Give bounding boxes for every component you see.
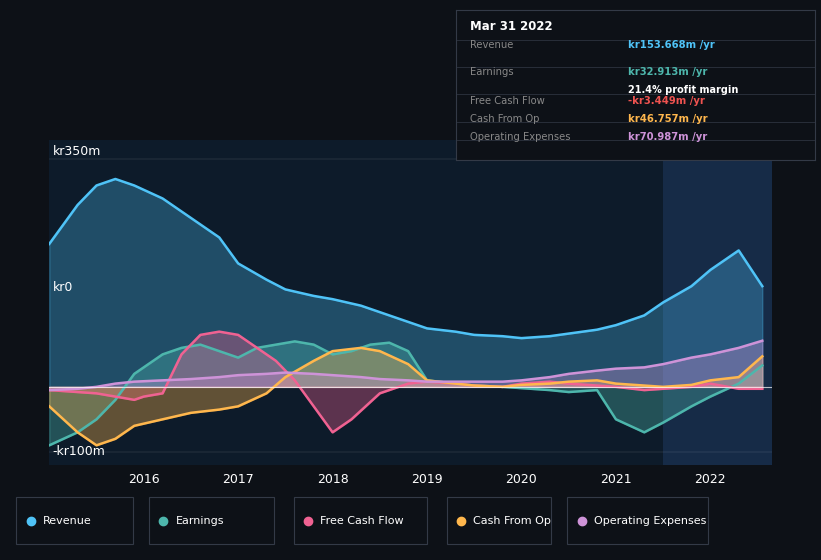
Text: Free Cash Flow: Free Cash Flow: [320, 516, 404, 526]
Text: Revenue: Revenue: [43, 516, 92, 526]
Text: kr153.668m /yr: kr153.668m /yr: [628, 40, 715, 50]
Text: kr350m: kr350m: [53, 145, 101, 158]
Text: Cash From Op: Cash From Op: [473, 516, 551, 526]
Text: Mar 31 2022: Mar 31 2022: [470, 20, 553, 33]
Text: Earnings: Earnings: [470, 67, 514, 77]
Text: kr46.757m /yr: kr46.757m /yr: [628, 114, 708, 124]
Bar: [663, 140, 772, 465]
Text: Revenue: Revenue: [470, 40, 513, 50]
Text: -kr100m: -kr100m: [53, 445, 106, 458]
Text: Earnings: Earnings: [176, 516, 224, 526]
Text: Free Cash Flow: Free Cash Flow: [470, 96, 545, 106]
Text: Operating Expenses: Operating Expenses: [594, 516, 706, 526]
Text: kr70.987m /yr: kr70.987m /yr: [628, 132, 708, 142]
Text: -kr3.449m /yr: -kr3.449m /yr: [628, 96, 705, 106]
Text: kr32.913m /yr: kr32.913m /yr: [628, 67, 708, 77]
Text: kr0: kr0: [53, 281, 73, 295]
Text: Operating Expenses: Operating Expenses: [470, 132, 571, 142]
Text: 21.4% profit margin: 21.4% profit margin: [628, 85, 739, 95]
Text: Cash From Op: Cash From Op: [470, 114, 539, 124]
